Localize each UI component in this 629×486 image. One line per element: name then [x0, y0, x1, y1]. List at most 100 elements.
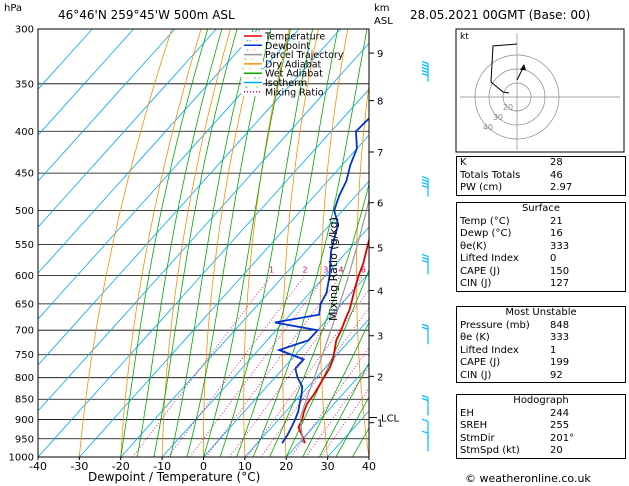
- dry-adiabat-line: [79, 29, 173, 457]
- dry-adiabat-line: [161, 29, 231, 457]
- isotherm-line: [327, 410, 369, 457]
- pressure-tick-label: 800: [15, 373, 34, 384]
- pressure-tick-label: 550: [15, 240, 34, 251]
- mixing-ratio-label: 10: [388, 265, 398, 274]
- wet-adiabat-line: [219, 29, 313, 457]
- hodograph-indices-title: Hodograph: [513, 395, 569, 406]
- wind-barb-flag: [421, 72, 429, 77]
- mu-row-li: Lifted Index 1: [460, 344, 557, 356]
- wind-barb-flag: [421, 397, 429, 402]
- mu-row-cape: CAPE (J) 199: [460, 357, 570, 368]
- skewt-series: [274, 117, 369, 444]
- pressure-tick-label: 400: [15, 127, 34, 138]
- surface-row-cin: CIN (J) 127: [460, 278, 570, 289]
- pressure-tick-label: 350: [15, 79, 34, 90]
- wet-adiabat-line: [203, 29, 291, 457]
- wind-barb-flag: [421, 259, 429, 263]
- x-tick-label: 40: [362, 460, 376, 473]
- km-tick-label: 7: [377, 148, 383, 159]
- surface-row-dewp: Dewp (°C) 16: [460, 228, 563, 239]
- pressure-tick-label: 950: [15, 434, 34, 445]
- mixing-ratio-label: 6: [361, 265, 366, 274]
- wet-adiabat-line: [236, 29, 339, 457]
- wind-barb-flag: [421, 418, 429, 422]
- isotherm-line: [38, 88, 369, 457]
- mu-row-thetae: θe (K) 333: [460, 332, 570, 343]
- mixing-ratio-label: 16: [416, 265, 426, 274]
- wind-barb-flag: [421, 256, 429, 260]
- mixing-ratio-line: [290, 347, 369, 457]
- hodo-row-stmspd: StmSpd (kt) 20: [460, 445, 563, 456]
- wet-adiabat-line: [170, 29, 254, 457]
- isotherm-line: [203, 272, 369, 457]
- wet-adiabat-line: [186, 29, 272, 457]
- pressure-tick-label: 700: [15, 326, 34, 337]
- isotherm-line: [38, 42, 369, 412]
- hodo-row-sreh: SREH 255: [460, 420, 570, 431]
- wind-barb-flag: [421, 63, 429, 68]
- surface-title: Surface: [521, 203, 561, 214]
- x-tick-label: 10: [238, 460, 252, 473]
- dry-adiabat-line: [120, 29, 202, 457]
- wet-adiabat-line: [252, 29, 368, 457]
- km-tick-label: 9: [377, 49, 383, 60]
- isotherm-line: [38, 29, 341, 366]
- wind-barb: [421, 323, 429, 345]
- isotherm-line: [244, 318, 369, 457]
- wind-barb-flag: [421, 66, 429, 71]
- dry-adiabat-line: [243, 29, 290, 457]
- wet-adiabat-line: [285, 268, 369, 457]
- wind-barb: [421, 60, 429, 82]
- surface-row-thetae: θe(K) 333: [460, 240, 570, 252]
- legend-label: Isotherm: [265, 78, 307, 89]
- surface-row-cape: CAPE (J) 150: [460, 265, 570, 277]
- most-unstable-table: Most Unstable Pressure (mb) 848 θe (K) 333…: [456, 306, 626, 383]
- km-tick-label: 3: [377, 332, 383, 343]
- mixing-ratio-label: 3: [323, 265, 328, 274]
- dry-adiabat-line: [282, 29, 319, 457]
- wet-adiabat-line: [319, 361, 369, 457]
- location-label: 46°46'N 259°45'W 500m ASL: [58, 8, 235, 22]
- mixing-ratio-line: [260, 307, 369, 457]
- wind-barb-flag: [421, 326, 429, 330]
- asl-label: ASL: [374, 16, 393, 27]
- x-tick-label: -40: [29, 460, 47, 473]
- wet-adiabat-line: [269, 182, 369, 457]
- hodo-row-stmdir: StmDir 201°: [460, 432, 575, 444]
- index-row-k: K 28: [460, 157, 563, 168]
- km-tick-label: 2: [377, 372, 383, 383]
- hodograph-indices-table: Hodograph EH 244 SREH 255 StmDir 201° StmSp…: [456, 394, 626, 459]
- km-tick-label: 8: [377, 97, 383, 108]
- x-tick-label: -10: [153, 460, 171, 473]
- isotherm-line: [38, 29, 258, 274]
- legend-label: Parcel Trajectory: [265, 50, 344, 61]
- hodograph-ring-label: 30: [493, 113, 503, 122]
- lcl-label: LCL: [381, 414, 400, 425]
- hodograph-ring-label: 40: [483, 123, 493, 132]
- mu-row-pressure: Pressure (mb) 848: [460, 319, 570, 331]
- isotherm-line: [120, 180, 369, 457]
- mixing-ratio-line: [305, 367, 369, 457]
- mixing-ratio-label: 25: [444, 265, 454, 274]
- mixing-ratio-line: [205, 275, 342, 457]
- wet-adiabat-line: [335, 396, 369, 457]
- wet-adiabat-line: [153, 29, 238, 457]
- dry-adiabat-line: [203, 29, 261, 457]
- wind-barb-flag: [421, 69, 429, 74]
- mixing-ratio-label: 20: [430, 265, 440, 274]
- mixing-ratio-line: [189, 275, 327, 457]
- wet-adiabat-line: [302, 321, 369, 457]
- dewpoint-line: [274, 117, 369, 444]
- x-tick-label: -20: [112, 460, 130, 473]
- mixing-ratio-label: 2: [303, 265, 308, 274]
- mixing-ratio-label: 1: [269, 265, 274, 274]
- mixing-ratio-line: [229, 275, 364, 457]
- mixing-ratio-line: [132, 275, 272, 457]
- legend-label: Dewpoint: [265, 41, 310, 52]
- skewt-grid: 1 2 3 4 6 8 10 16 20 25: [38, 29, 454, 457]
- isotherm-line: [79, 134, 369, 457]
- skewt-axes: 3003504004505005506006507007508008509009…: [9, 25, 400, 474]
- wind-barb: [421, 253, 429, 275]
- legend-label: Dry Adiabat: [265, 59, 322, 70]
